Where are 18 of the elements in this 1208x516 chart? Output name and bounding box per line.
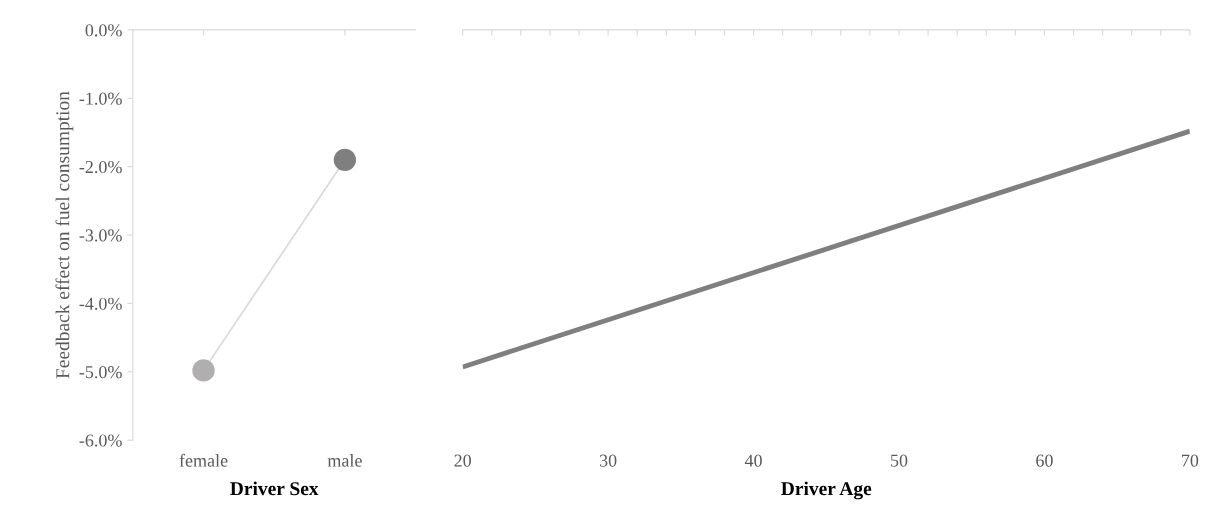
- x-tick-label: 20: [454, 454, 471, 467]
- y-tick-label: 0.0%: [85, 24, 122, 37]
- x-tick-label: 50: [891, 454, 908, 467]
- y-axis-title: Feedback effect on fuel consumption: [55, 91, 74, 379]
- x-tick-label: 60: [1036, 454, 1053, 467]
- x-tick-label: 70: [1182, 454, 1199, 467]
- x-axis-title: Driver Age: [781, 481, 872, 500]
- y-tick-label: -4.0%: [79, 297, 122, 310]
- x-tick-label: 30: [599, 454, 617, 467]
- x-tick-label: male: [327, 454, 362, 467]
- x-axis-title: Driver Sex: [230, 481, 319, 496]
- x-tick-label: 40: [744, 454, 762, 467]
- y-tick-label: -2.0%: [79, 160, 122, 174]
- y-tick-label: -5.0%: [79, 366, 122, 379]
- y-tick-label: -3.0%: [79, 229, 122, 242]
- y-tick-label: -1.0%: [79, 92, 122, 105]
- x-tick-label: female: [179, 453, 228, 467]
- y-tick-label: -6.0%: [79, 434, 122, 447]
